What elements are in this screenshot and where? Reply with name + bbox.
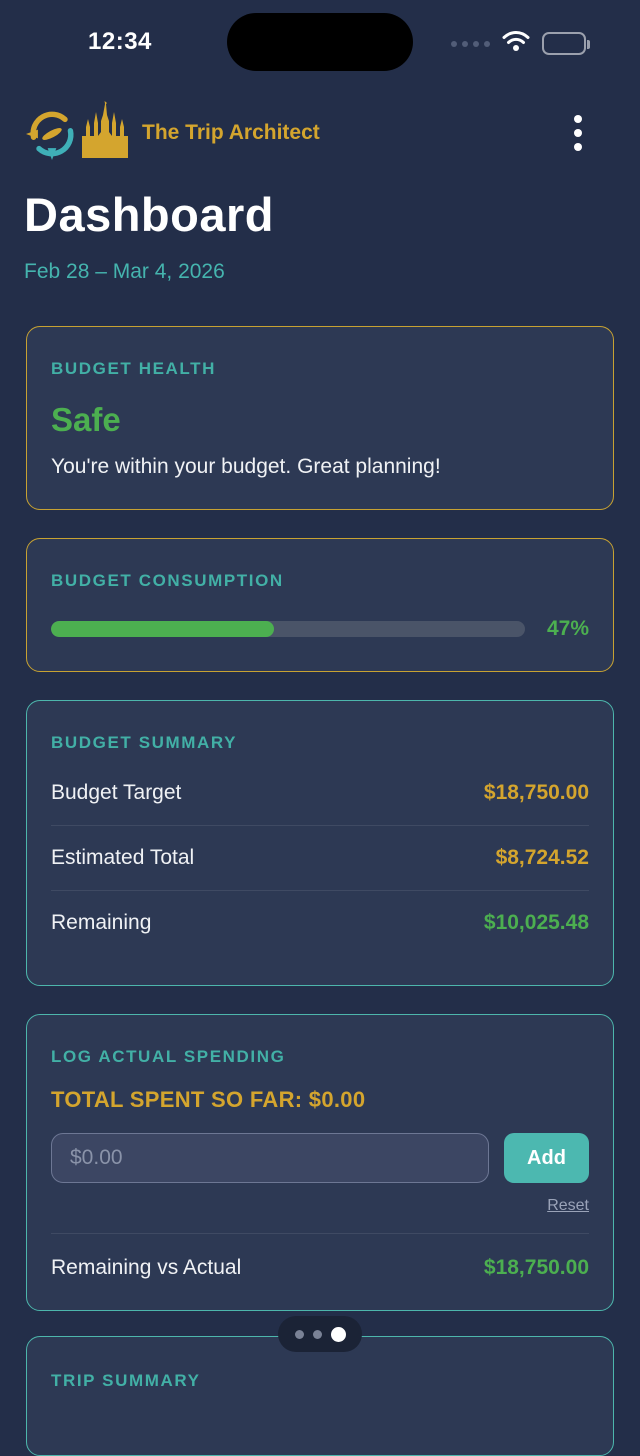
summary-row-label: Budget Target xyxy=(51,781,182,804)
trip-summary-card: Trip Summary xyxy=(26,1336,614,1456)
budget-progress-track xyxy=(51,621,525,637)
battery-icon xyxy=(542,32,590,55)
wifi-icon xyxy=(502,30,530,57)
summary-row-estimated-total: Estimated Total $8,724.52 xyxy=(51,825,589,890)
remaining-vs-actual-label: Remaining vs Actual xyxy=(51,1256,242,1279)
divider xyxy=(51,1233,589,1234)
budget-consumption-card: Budget Consumption 47% xyxy=(26,538,614,672)
compass-icon xyxy=(26,108,78,165)
total-spent-label: TOTAL SPENT SO FAR: $0.00 xyxy=(51,1087,366,1112)
trip-date-range: Feb 28 – Mar 4, 2026 xyxy=(24,260,225,283)
budget-progress-percent: 47% xyxy=(546,617,589,640)
budget-health-card: Budget Health Safe You're within your bu… xyxy=(26,326,614,510)
budget-summary-title: Budget Summary xyxy=(51,733,238,752)
app-header: The Trip Architect xyxy=(26,100,614,165)
summary-row-value: $18,750.00 xyxy=(483,781,589,804)
summary-row-value: $10,025.48 xyxy=(483,911,589,934)
budget-summary-card: Budget Summary Budget Target $18,750.00 … xyxy=(26,700,614,986)
app-name: The Trip Architect xyxy=(142,120,320,144)
trip-summary-title: Trip Summary xyxy=(51,1371,201,1390)
add-spend-button[interactable]: Add xyxy=(504,1133,589,1183)
summary-row-label: Remaining xyxy=(51,911,152,934)
budget-health-message: You're within your budget. Great plannin… xyxy=(51,455,441,478)
reset-link[interactable]: Reset xyxy=(547,1197,589,1214)
summary-row-label: Estimated Total xyxy=(51,846,195,869)
summary-row-remaining: Remaining $10,025.48 xyxy=(51,890,589,955)
page-dot-2[interactable] xyxy=(312,1329,322,1339)
status-icons xyxy=(451,30,590,57)
remaining-vs-actual-row: Remaining vs Actual $18,750.00 xyxy=(51,1256,589,1280)
log-spending-title: Log Actual Spending xyxy=(51,1047,286,1066)
menu-kebab-icon[interactable] xyxy=(566,111,590,155)
app-logo xyxy=(26,100,132,165)
budget-progress-fill xyxy=(51,621,274,637)
remaining-vs-actual-value: $18,750.00 xyxy=(483,1256,589,1279)
budget-health-title: Budget Health xyxy=(51,359,216,378)
castle-icon xyxy=(80,100,132,165)
page-indicator[interactable] xyxy=(278,1316,362,1352)
cellular-signal-icon xyxy=(451,40,490,47)
status-bar: 12:34 xyxy=(0,0,640,86)
summary-row-value: $8,724.52 xyxy=(495,846,589,869)
page-title: Dashboard xyxy=(24,188,274,241)
status-time: 12:34 xyxy=(88,28,152,55)
budget-consumption-title: Budget Consumption xyxy=(51,571,284,590)
page-dot-3[interactable] xyxy=(330,1326,346,1342)
phone-notch xyxy=(227,13,413,71)
spend-amount-input[interactable] xyxy=(51,1133,489,1183)
budget-health-status: Safe xyxy=(51,401,121,438)
summary-row-budget-target: Budget Target $18,750.00 xyxy=(51,761,589,825)
log-spending-card: Log Actual Spending TOTAL SPENT SO FAR: … xyxy=(26,1014,614,1311)
page-dot-1[interactable] xyxy=(294,1329,304,1339)
